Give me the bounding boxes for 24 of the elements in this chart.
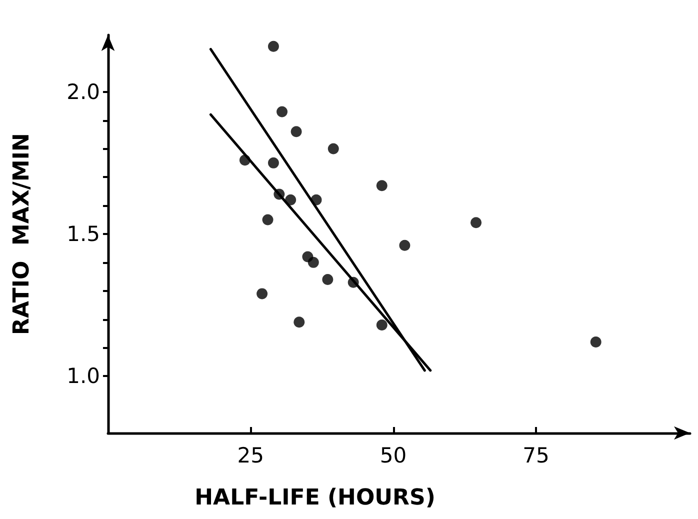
x-tick-label: 75: [522, 444, 550, 468]
point: [308, 256, 319, 268]
point: [276, 106, 288, 118]
x-tick-label: 50: [380, 444, 407, 468]
point: [328, 143, 339, 154]
point: [285, 194, 296, 206]
point: [470, 217, 482, 228]
point: [256, 288, 268, 300]
x-axis-title: HALF-LIFE (HOURS): [194, 486, 436, 510]
point: [399, 240, 410, 251]
point: [262, 214, 274, 226]
point: [268, 157, 279, 168]
point: [590, 336, 602, 348]
y-tick-label: 1.0: [66, 364, 100, 388]
point: [376, 319, 388, 330]
y-axis-title: RATIO MAX/MIN: [10, 133, 34, 335]
point: [376, 180, 388, 192]
x-tick-label: 25: [237, 444, 264, 468]
point: [322, 274, 334, 285]
point: [290, 126, 302, 138]
point: [268, 40, 279, 52]
point: [294, 316, 305, 328]
y-tick-label: 1.5: [66, 222, 100, 246]
y-tick-label: 2.0: [66, 80, 100, 104]
